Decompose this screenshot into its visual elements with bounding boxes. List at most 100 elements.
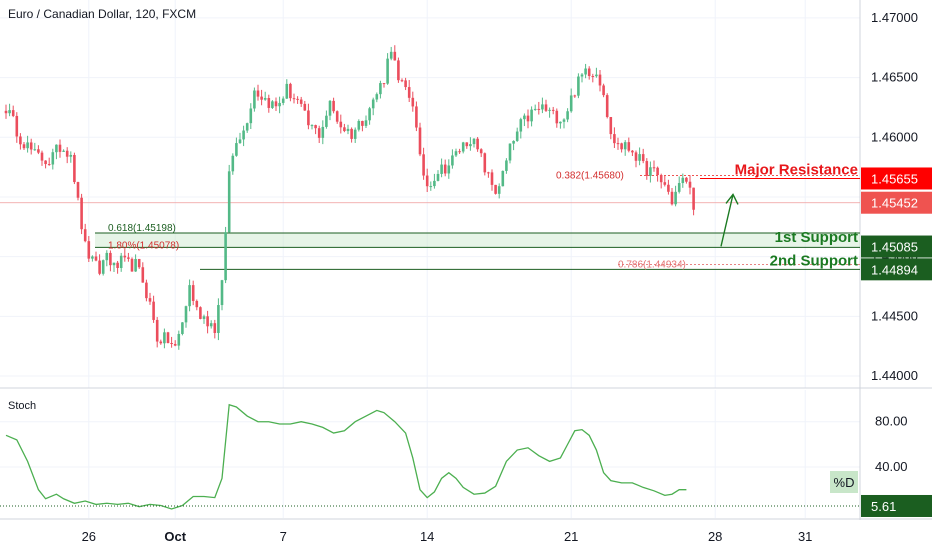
candle-body[interactable] (530, 109, 533, 122)
candle-body[interactable] (605, 95, 609, 118)
candles[interactable] (4, 45, 695, 350)
candle-body[interactable] (289, 83, 292, 99)
candle-body[interactable] (281, 98, 285, 103)
candle-body[interactable] (411, 97, 415, 107)
candle-body[interactable] (627, 142, 631, 151)
candle-body[interactable] (361, 120, 364, 126)
candle-body[interactable] (307, 110, 310, 126)
candle-body[interactable] (98, 260, 101, 274)
candle-body[interactable] (199, 307, 202, 319)
candle-body[interactable] (425, 175, 429, 187)
candle-body[interactable] (101, 260, 105, 274)
candle-body[interactable] (663, 182, 667, 185)
candle-body[interactable] (667, 184, 670, 192)
candle-body[interactable] (685, 177, 688, 182)
candle-body[interactable] (523, 115, 526, 120)
candle-body[interactable] (368, 108, 371, 121)
candle-body[interactable] (123, 255, 127, 258)
candle-body[interactable] (335, 111, 339, 122)
candle-body[interactable] (397, 60, 400, 81)
candle-body[interactable] (670, 191, 674, 205)
candle-body[interactable] (541, 104, 544, 110)
candle-body[interactable] (638, 154, 641, 161)
candle-body[interactable] (343, 127, 346, 132)
candle-body[interactable] (339, 121, 343, 128)
candle-body[interactable] (314, 125, 317, 129)
candle-body[interactable] (562, 119, 566, 122)
candle-body[interactable] (166, 332, 170, 344)
candle-body[interactable] (364, 120, 368, 126)
candle-body[interactable] (494, 184, 497, 194)
candle-body[interactable] (350, 128, 353, 139)
candle-body[interactable] (188, 285, 191, 307)
candle-body[interactable] (379, 83, 382, 95)
candle-body[interactable] (519, 119, 523, 132)
candle-body[interactable] (681, 177, 685, 184)
candle-body[interactable] (91, 256, 94, 259)
candle-body[interactable] (461, 142, 465, 152)
candle-body[interactable] (451, 155, 454, 166)
candle-body[interactable] (458, 151, 461, 153)
candle-body[interactable] (217, 305, 220, 333)
candle-body[interactable] (404, 80, 407, 88)
candle-body[interactable] (602, 85, 605, 96)
candle-body[interactable] (479, 149, 483, 154)
candle-body[interactable] (620, 143, 623, 150)
candle-body[interactable] (47, 164, 51, 166)
candle-body[interactable] (220, 280, 224, 306)
candle-body[interactable] (29, 142, 33, 150)
time-axis[interactable]: 26 Oct 7 14 21 28 31 (82, 529, 813, 544)
candle-body[interactable] (688, 181, 692, 188)
candle-body[interactable] (433, 180, 436, 187)
candle-body[interactable] (472, 138, 476, 145)
candle-body[interactable] (674, 191, 677, 205)
candle-body[interactable] (325, 115, 328, 127)
candle-body[interactable] (249, 108, 253, 124)
candle-body[interactable] (436, 173, 440, 181)
candle-body[interactable] (512, 140, 515, 144)
candle-body[interactable] (148, 298, 152, 302)
stoch-line[interactable] (5, 403, 687, 510)
candle-body[interactable] (155, 319, 159, 342)
candle-body[interactable] (105, 252, 109, 261)
candle-body[interactable] (487, 172, 490, 174)
candle-body[interactable] (26, 142, 29, 149)
candle-body[interactable] (371, 99, 375, 109)
candle-body[interactable] (533, 108, 537, 110)
candle-body[interactable] (159, 341, 163, 344)
candle-body[interactable] (127, 257, 130, 259)
candle-body[interactable] (80, 197, 83, 230)
candle-body[interactable] (303, 103, 307, 111)
candle-body[interactable] (526, 115, 530, 122)
candle-body[interactable] (40, 152, 44, 161)
candle-body[interactable] (112, 262, 116, 266)
candle-body[interactable] (253, 90, 256, 109)
candle-body[interactable] (242, 130, 245, 140)
candle-body[interactable] (386, 58, 389, 84)
candle-body[interactable] (595, 74, 598, 77)
candle-body[interactable] (19, 136, 22, 145)
candle-body[interactable] (267, 98, 271, 108)
candle-body[interactable] (37, 149, 40, 153)
candle-body[interactable] (213, 323, 217, 333)
candle-body[interactable] (332, 100, 335, 112)
candle-body[interactable] (15, 115, 19, 137)
candle-body[interactable] (317, 128, 321, 138)
candle-body[interactable] (76, 182, 80, 198)
candle-body[interactable] (263, 98, 267, 100)
candle-body[interactable] (152, 301, 155, 320)
price-tag[interactable] (861, 235, 932, 258)
candle-body[interactable] (260, 96, 263, 100)
candle-body[interactable] (191, 285, 195, 301)
candle-body[interactable] (321, 126, 325, 138)
candle-body[interactable] (429, 186, 433, 188)
candle-body[interactable] (418, 127, 422, 155)
candle-body[interactable] (551, 109, 555, 111)
candle-body[interactable] (119, 255, 123, 268)
candle-body[interactable] (537, 108, 541, 110)
candle-body[interactable] (587, 68, 591, 77)
stoch-legend-box[interactable] (830, 471, 858, 493)
candle-body[interactable] (393, 51, 397, 61)
candle-body[interactable] (130, 258, 134, 272)
candle-body[interactable] (505, 160, 508, 171)
